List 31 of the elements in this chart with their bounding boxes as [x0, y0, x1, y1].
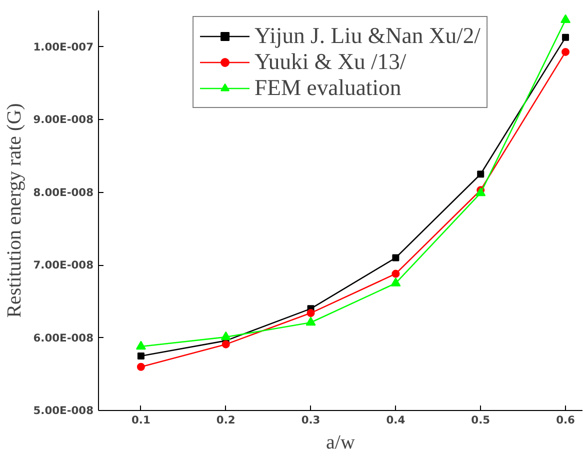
- x-tick-label: 0.2: [216, 414, 236, 426]
- x-tick-label: 0.1: [132, 414, 150, 426]
- point: [137, 352, 144, 360]
- point: [390, 278, 401, 286]
- point: [392, 270, 400, 278]
- y-tick-label: 9.00E-008: [33, 113, 94, 126]
- point: [306, 309, 315, 318]
- y-tick-label: 7.00E-008: [33, 258, 94, 272]
- legend-label: Yuuki & Xu /13/: [254, 49, 406, 75]
- point: [222, 340, 230, 348]
- point: [136, 362, 145, 371]
- y-axis-title: Restitution energy rate (G): [3, 103, 26, 318]
- point: [562, 34, 570, 41]
- point: [392, 254, 400, 262]
- y-tick-label: 8.00E-008: [33, 186, 94, 199]
- x-tick-label: 0.6: [556, 414, 575, 426]
- point: [220, 331, 231, 340]
- point: [306, 316, 316, 326]
- x-tick-label: 0.5: [471, 414, 490, 426]
- legend-label: FEM evaluation: [254, 75, 402, 101]
- point: [477, 170, 484, 178]
- y-tick-label: 1.00E-007: [33, 40, 94, 54]
- x-tick-label: 0.3: [301, 414, 320, 426]
- point: [136, 340, 146, 350]
- y-tick-label: 5.00E-008: [33, 404, 94, 417]
- point: [560, 14, 571, 24]
- x-axis-title: a/w: [326, 432, 356, 454]
- y-tick-label: 6.00E-008: [33, 331, 94, 344]
- x-tick-label: 0.4: [386, 414, 406, 426]
- point: [562, 48, 570, 56]
- legend-label: Yijun J. Liu &Nan Xu/2/: [254, 23, 480, 49]
